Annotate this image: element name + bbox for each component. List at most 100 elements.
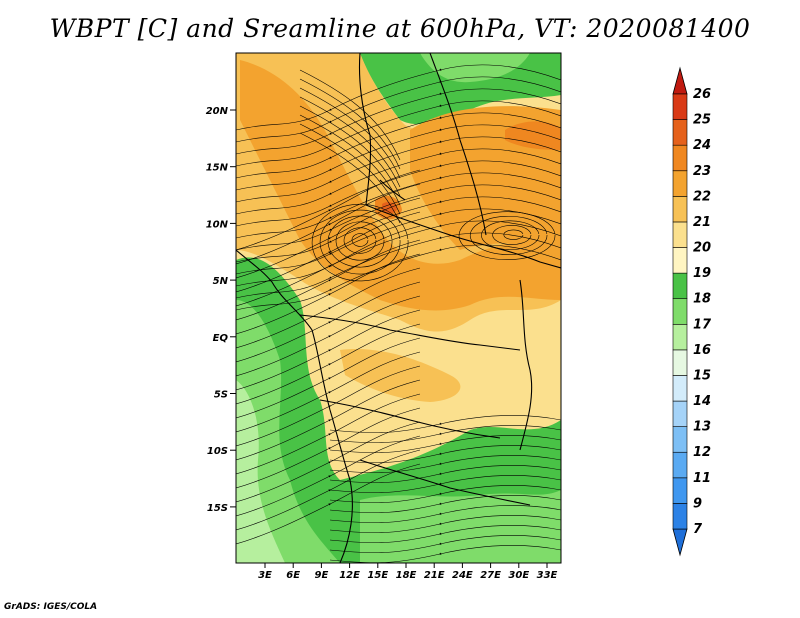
field-southwest-lightgreen [236, 300, 340, 563]
country-borders [236, 53, 561, 563]
streamline [343, 227, 377, 254]
grads-credit: GrADS: IGES/COLA [4, 602, 98, 612]
colorbar-label: 25 [693, 113, 711, 128]
streamline [492, 225, 532, 245]
lat-tick-label: 10N [206, 219, 229, 230]
streamline [329, 515, 561, 533]
streamline [236, 393, 421, 475]
colorbar-label: 21 [693, 215, 711, 230]
streamline [236, 309, 421, 391]
streamline [351, 233, 369, 247]
colorbar-label: 13 [693, 420, 711, 435]
streamline [236, 323, 421, 405]
streamline [236, 449, 421, 531]
streamline [236, 379, 421, 461]
colorbar-label: 19 [693, 266, 711, 281]
streamline [329, 535, 561, 553]
colorbar-label: 26 [693, 87, 711, 102]
streamline [299, 105, 401, 197]
colorbar-label: 20 [693, 241, 711, 256]
lat-tick-label: 5S [214, 390, 228, 401]
map-title: WBPT [C] and Sreamline at 600hPa, VT: 20… [49, 14, 751, 43]
colorbar-band [672, 196, 688, 223]
streamline [329, 455, 561, 473]
colorbar-band [672, 272, 688, 300]
lon-tick-label: 33E [537, 570, 558, 581]
colorbar-band [672, 247, 688, 274]
lon-tick-label: 15E [367, 570, 388, 581]
streamline [327, 215, 393, 268]
streamline [335, 221, 385, 261]
colorbar-band [672, 221, 688, 248]
field-southwest-palegreen [236, 380, 285, 563]
streamline [329, 445, 561, 463]
colorbar-high-arrow [672, 66, 688, 95]
colorbar-label: 7 [693, 522, 703, 537]
colorbar-band [672, 298, 688, 325]
streamline [469, 215, 548, 255]
colorbar-low-arrow [672, 528, 688, 557]
field-southern-orange-2 [340, 349, 461, 402]
streamline [503, 229, 524, 240]
streamline [299, 123, 401, 215]
streamline [299, 132, 401, 224]
lon-tick-label: 12E [339, 570, 360, 581]
lon-tick-label: 21E [424, 570, 445, 581]
lon-tick-label: 27E [480, 570, 501, 581]
colorbar-band [672, 349, 688, 376]
streamline [319, 209, 401, 275]
colorbar-band [672, 93, 688, 120]
colorbar-label: 16 [693, 343, 711, 358]
colorbar: 7 9 11 12 13 14 15 16 17 18 19 20 21 22 23 24 25 26 [672, 66, 712, 557]
streamline [311, 203, 409, 282]
lon-tick-label: 24E [452, 570, 473, 581]
colorbar-band [672, 119, 688, 146]
streamline [299, 87, 401, 179]
colorbar-label: 22 [693, 189, 711, 204]
streamline [236, 421, 421, 503]
field-south-lightgreen [360, 490, 561, 563]
colorbar-label: 11 [693, 471, 711, 486]
streamline [329, 465, 561, 483]
colorbar-label: 12 [693, 445, 711, 460]
streamline [236, 281, 421, 363]
streamline [236, 407, 421, 489]
lon-tick-label: 9E [315, 570, 329, 581]
streamline [329, 485, 561, 503]
lat-tick-label: 5N [213, 276, 229, 287]
lon-tick-label: 6E [286, 570, 300, 581]
streamline [236, 351, 421, 433]
lat-tick-label: 15N [206, 163, 229, 174]
field-northeast-lightgreen [420, 53, 530, 83]
colorbar-band [672, 400, 688, 427]
latitude-axis: 20N 15N 10N 5N EQ 5S 10S 15S [206, 106, 236, 514]
streamline [299, 96, 401, 188]
streamline [299, 69, 401, 161]
lat-tick-label: 15S [207, 503, 228, 514]
streamline [236, 463, 421, 545]
lon-tick-label: 3E [258, 570, 272, 581]
lon-tick-label: 18E [396, 570, 417, 581]
longitude-axis: 3E 6E 9E 12E 15E 18E 21E 24E 27E 30E 33E [258, 563, 558, 581]
colorbar-label: 24 [693, 138, 711, 153]
lat-tick-label: 20N [206, 106, 229, 117]
lat-tick-label: 10S [207, 446, 228, 457]
colorbar-label: 18 [693, 292, 711, 307]
colorbar-band [672, 375, 688, 402]
lon-tick-label: 30E [508, 570, 529, 581]
colorbar-band [672, 144, 688, 172]
streamline [329, 475, 561, 493]
map-frame [235, 52, 562, 564]
colorbar-band [672, 451, 688, 479]
field-west-green [236, 257, 561, 563]
colorbar-label: 23 [693, 164, 711, 179]
streamline [236, 337, 421, 419]
colorbar-label: 15 [693, 368, 711, 383]
colorbar-label: 9 [693, 496, 702, 511]
field-warm-core-west [240, 60, 561, 311]
colorbar-band [672, 503, 688, 530]
colorbar-label: 14 [693, 394, 711, 409]
streamline [329, 425, 561, 443]
colorbar-band [672, 426, 688, 453]
